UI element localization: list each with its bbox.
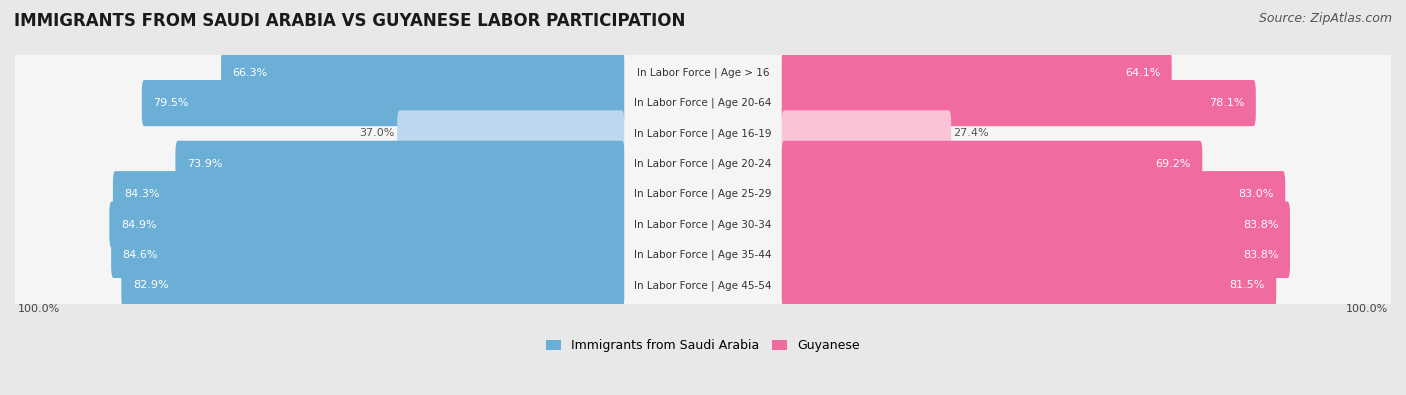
FancyBboxPatch shape — [15, 73, 1391, 133]
Text: In Labor Force | Age 16-19: In Labor Force | Age 16-19 — [634, 128, 772, 139]
FancyBboxPatch shape — [782, 232, 1291, 278]
FancyBboxPatch shape — [782, 141, 1202, 187]
FancyBboxPatch shape — [15, 225, 1391, 285]
Text: 83.8%: 83.8% — [1243, 220, 1278, 229]
Text: 79.5%: 79.5% — [153, 98, 188, 108]
Text: In Labor Force | Age 25-29: In Labor Force | Age 25-29 — [634, 189, 772, 199]
FancyBboxPatch shape — [396, 110, 624, 156]
Text: 100.0%: 100.0% — [1346, 303, 1388, 314]
FancyBboxPatch shape — [111, 232, 624, 278]
FancyBboxPatch shape — [15, 43, 1391, 102]
Text: In Labor Force | Age 20-64: In Labor Force | Age 20-64 — [634, 98, 772, 108]
FancyBboxPatch shape — [221, 50, 624, 96]
Text: 84.3%: 84.3% — [124, 189, 160, 199]
FancyBboxPatch shape — [782, 50, 1171, 96]
FancyBboxPatch shape — [142, 80, 624, 126]
FancyBboxPatch shape — [15, 104, 1391, 163]
FancyBboxPatch shape — [112, 171, 624, 217]
FancyBboxPatch shape — [15, 195, 1391, 254]
Text: Source: ZipAtlas.com: Source: ZipAtlas.com — [1258, 12, 1392, 25]
Text: 78.1%: 78.1% — [1209, 98, 1244, 108]
Text: 69.2%: 69.2% — [1156, 159, 1191, 169]
FancyBboxPatch shape — [782, 80, 1256, 126]
FancyBboxPatch shape — [15, 134, 1391, 194]
Text: 83.0%: 83.0% — [1239, 189, 1274, 199]
Text: In Labor Force | Age 20-24: In Labor Force | Age 20-24 — [634, 158, 772, 169]
FancyBboxPatch shape — [782, 262, 1277, 308]
FancyBboxPatch shape — [110, 201, 624, 248]
Text: 64.1%: 64.1% — [1125, 68, 1160, 78]
FancyBboxPatch shape — [176, 141, 624, 187]
Text: In Labor Force | Age 45-54: In Labor Force | Age 45-54 — [634, 280, 772, 291]
Text: 83.8%: 83.8% — [1243, 250, 1278, 260]
Text: 73.9%: 73.9% — [187, 159, 222, 169]
Text: In Labor Force | Age 35-44: In Labor Force | Age 35-44 — [634, 250, 772, 260]
Text: 37.0%: 37.0% — [360, 128, 395, 139]
Text: 66.3%: 66.3% — [232, 68, 267, 78]
FancyBboxPatch shape — [15, 256, 1391, 315]
Text: 84.6%: 84.6% — [122, 250, 157, 260]
FancyBboxPatch shape — [782, 110, 952, 156]
Text: 82.9%: 82.9% — [132, 280, 169, 290]
Text: In Labor Force | Age 30-34: In Labor Force | Age 30-34 — [634, 219, 772, 230]
FancyBboxPatch shape — [782, 201, 1291, 248]
Text: 100.0%: 100.0% — [18, 303, 60, 314]
FancyBboxPatch shape — [121, 262, 624, 308]
Text: 81.5%: 81.5% — [1229, 280, 1265, 290]
Text: In Labor Force | Age > 16: In Labor Force | Age > 16 — [637, 68, 769, 78]
FancyBboxPatch shape — [15, 164, 1391, 224]
Text: 27.4%: 27.4% — [953, 128, 990, 139]
FancyBboxPatch shape — [782, 171, 1285, 217]
Text: 84.9%: 84.9% — [121, 220, 156, 229]
Legend: Immigrants from Saudi Arabia, Guyanese: Immigrants from Saudi Arabia, Guyanese — [547, 339, 859, 352]
Text: IMMIGRANTS FROM SAUDI ARABIA VS GUYANESE LABOR PARTICIPATION: IMMIGRANTS FROM SAUDI ARABIA VS GUYANESE… — [14, 12, 686, 30]
